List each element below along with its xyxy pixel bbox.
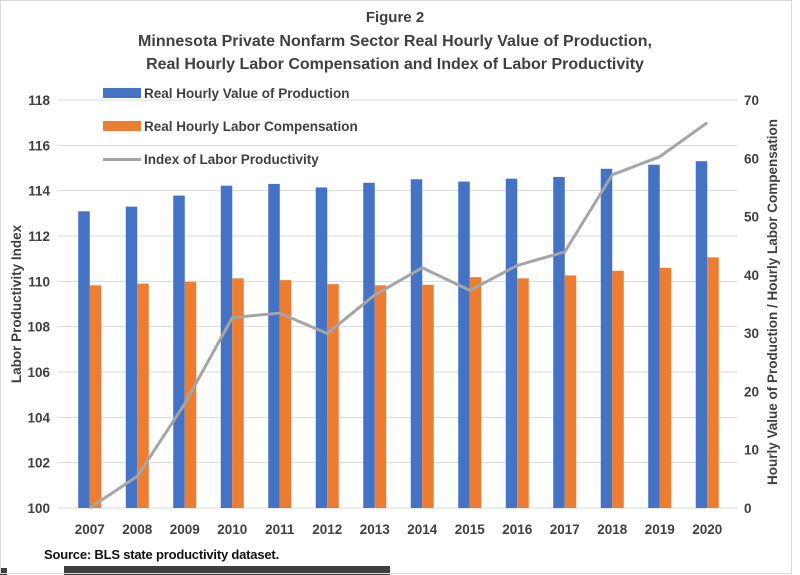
chart-title-line2: Minnesota Private Nonfarm Sector Real Ho…: [138, 33, 652, 50]
svg-text:10: 10: [744, 443, 759, 458]
svg-text:2013: 2013: [360, 522, 391, 537]
legend-swatch-gray-line: [103, 157, 141, 161]
legend-item-value-of-production: Real Hourly Value of Production: [103, 85, 358, 101]
svg-text:2008: 2008: [122, 522, 153, 537]
svg-text:2007: 2007: [75, 522, 105, 537]
chart-title-line3: Real Hourly Labor Compensation and Index…: [146, 56, 644, 73]
svg-text:2017: 2017: [550, 522, 580, 537]
svg-text:106: 106: [27, 365, 50, 380]
svg-text:114: 114: [28, 184, 50, 199]
svg-text:70: 70: [744, 93, 759, 108]
legend-swatch-orange-bar: [103, 121, 141, 131]
svg-text:104: 104: [27, 410, 50, 425]
svg-text:118: 118: [28, 93, 50, 108]
left-axis-title: Labor Productivity Index: [9, 224, 24, 384]
svg-text:2018: 2018: [597, 522, 628, 537]
svg-text:2019: 2019: [645, 522, 675, 537]
svg-text:110: 110: [28, 274, 50, 289]
svg-text:108: 108: [27, 320, 50, 335]
svg-text:2015: 2015: [455, 522, 486, 537]
svg-text:50: 50: [744, 210, 759, 225]
legend-swatch-blue-bar: [103, 88, 141, 98]
svg-text:2014: 2014: [407, 522, 438, 537]
legend-item-productivity-index: Index of Labor Productivity: [103, 151, 358, 167]
legend-label-labor-compensation: Real Hourly Labor Compensation: [144, 118, 358, 134]
svg-text:2009: 2009: [170, 522, 200, 537]
legend-item-labor-compensation: Real Hourly Labor Compensation: [103, 118, 358, 134]
svg-text:2016: 2016: [502, 522, 533, 537]
svg-text:112: 112: [28, 229, 50, 244]
svg-text:2010: 2010: [217, 522, 247, 537]
svg-text:40: 40: [744, 268, 759, 283]
chart-legend: Real Hourly Value of Production Real Hou…: [103, 86, 358, 185]
svg-text:2012: 2012: [312, 522, 342, 537]
svg-text:60: 60: [744, 151, 759, 166]
svg-text:30: 30: [744, 326, 759, 341]
chart-title-line1: Figure 2: [365, 9, 425, 26]
svg-text:116: 116: [28, 138, 50, 153]
svg-text:20: 20: [744, 384, 759, 399]
right-axis-title: Hourly Value of Production / Hourly Labo…: [765, 118, 780, 486]
svg-text:0: 0: [744, 501, 752, 516]
source-note: Source: BLS state productivity dataset.: [44, 547, 279, 562]
screenshot-artifact-corner: [0, 568, 7, 575]
svg-text:102: 102: [27, 456, 50, 471]
svg-text:100: 100: [27, 501, 50, 516]
legend-label-value-of-production: Real Hourly Value of Production: [144, 85, 350, 101]
screenshot-artifact-bar: [64, 566, 390, 575]
svg-text:2020: 2020: [692, 522, 722, 537]
legend-label-productivity-index: Index of Labor Productivity: [144, 151, 319, 167]
svg-text:2011: 2011: [265, 522, 295, 537]
